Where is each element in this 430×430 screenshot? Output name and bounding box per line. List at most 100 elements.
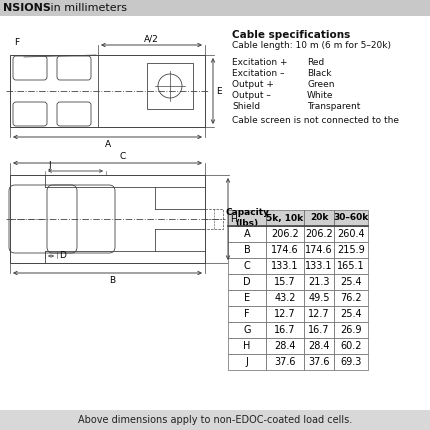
Text: NSIONS: NSIONS (3, 3, 51, 13)
Text: B: B (244, 245, 250, 255)
Text: E: E (244, 293, 250, 303)
Text: 28.4: 28.4 (274, 341, 296, 351)
Text: 28.4: 28.4 (308, 341, 330, 351)
Text: D: D (59, 252, 66, 261)
Bar (266, 290, 304, 306)
Text: 15.7: 15.7 (274, 277, 296, 287)
Text: J: J (246, 357, 249, 367)
Text: 30–60k: 30–60k (333, 214, 369, 222)
Text: 16.7: 16.7 (274, 325, 296, 335)
Text: 12.7: 12.7 (274, 309, 296, 319)
Text: 20k: 20k (310, 214, 328, 222)
Bar (334, 306, 368, 322)
Bar (228, 210, 266, 226)
Bar (334, 258, 368, 274)
Text: 206.2: 206.2 (305, 229, 333, 239)
Bar (266, 226, 304, 242)
Bar (205, 209, 223, 229)
Text: B: B (110, 276, 116, 285)
Text: 21.3: 21.3 (308, 277, 330, 287)
Bar (266, 322, 304, 338)
Bar (0, 410, 430, 430)
Text: 133.1: 133.1 (271, 261, 299, 271)
Text: A/2: A/2 (144, 34, 159, 43)
Text: 206.2: 206.2 (271, 229, 299, 239)
Bar (334, 338, 368, 354)
Text: 133.1: 133.1 (305, 261, 333, 271)
Text: 69.3: 69.3 (340, 357, 362, 367)
Bar (228, 226, 266, 242)
Bar (334, 226, 368, 242)
Bar (10, 175, 205, 263)
Text: Transparent: Transparent (307, 102, 360, 111)
Bar (304, 210, 334, 226)
Bar (304, 226, 334, 242)
Text: H: H (243, 341, 251, 351)
Bar (10, 55, 205, 127)
Bar (228, 354, 266, 370)
Bar (147, 63, 193, 109)
Bar (228, 258, 266, 274)
Bar (266, 306, 304, 322)
Text: 76.2: 76.2 (340, 293, 362, 303)
Text: Cable specifications: Cable specifications (232, 30, 350, 40)
Text: 25.4: 25.4 (340, 309, 362, 319)
Bar (228, 290, 266, 306)
Bar (304, 354, 334, 370)
Text: Black: Black (307, 69, 332, 78)
Text: Excitation +: Excitation + (232, 58, 288, 67)
Text: E: E (216, 86, 221, 95)
Text: D: D (243, 277, 251, 287)
Bar (304, 306, 334, 322)
Text: F: F (14, 38, 19, 47)
Text: 60.2: 60.2 (340, 341, 362, 351)
Text: Shield: Shield (232, 102, 260, 111)
Bar (228, 274, 266, 290)
Text: A: A (104, 140, 111, 149)
Text: C: C (120, 152, 126, 161)
Text: 174.6: 174.6 (305, 245, 333, 255)
Text: 260.4: 260.4 (337, 229, 365, 239)
Bar (228, 322, 266, 338)
Text: in millimeters: in millimeters (47, 3, 127, 13)
Text: White: White (307, 91, 334, 100)
Bar (266, 258, 304, 274)
Bar (334, 242, 368, 258)
Text: H: H (230, 215, 237, 224)
Text: Capacity
(lbs): Capacity (lbs) (225, 208, 269, 228)
Text: 215.9: 215.9 (337, 245, 365, 255)
Text: J: J (48, 161, 51, 170)
Text: 174.6: 174.6 (271, 245, 299, 255)
Bar (266, 242, 304, 258)
Bar (334, 210, 368, 226)
Bar (334, 322, 368, 338)
Text: F: F (244, 309, 250, 319)
Text: Cable length: 10 m (6 m for 5–20k): Cable length: 10 m (6 m for 5–20k) (232, 41, 391, 50)
Text: 25.4: 25.4 (340, 277, 362, 287)
Bar (334, 274, 368, 290)
Bar (334, 354, 368, 370)
Bar (0, 0, 430, 16)
Text: Output +: Output + (232, 80, 274, 89)
Bar (266, 354, 304, 370)
Text: 43.2: 43.2 (274, 293, 296, 303)
Text: 16.7: 16.7 (308, 325, 330, 335)
Text: 12.7: 12.7 (308, 309, 330, 319)
Text: Green: Green (307, 80, 335, 89)
Bar (304, 290, 334, 306)
Text: A: A (244, 229, 250, 239)
Text: 49.5: 49.5 (308, 293, 330, 303)
Text: G: G (243, 325, 251, 335)
Bar (228, 242, 266, 258)
Text: Output –: Output – (232, 91, 271, 100)
Bar (334, 290, 368, 306)
Bar (304, 258, 334, 274)
Text: 37.6: 37.6 (274, 357, 296, 367)
Text: Above dimensions apply to non-EDOC-coated load cells.: Above dimensions apply to non-EDOC-coate… (78, 415, 352, 425)
Bar (266, 274, 304, 290)
Text: 5k, 10k: 5k, 10k (267, 214, 304, 222)
Text: Excitation –: Excitation – (232, 69, 285, 78)
Text: 37.6: 37.6 (308, 357, 330, 367)
Text: Red: Red (307, 58, 324, 67)
Bar (304, 322, 334, 338)
